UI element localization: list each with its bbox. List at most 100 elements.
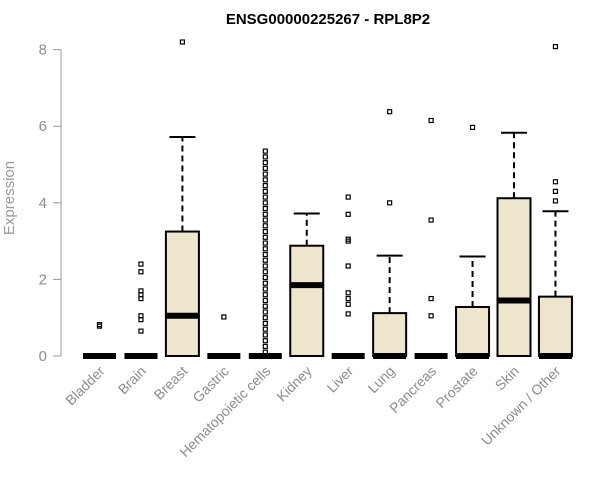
box-body <box>289 244 325 357</box>
outlier-point <box>262 188 268 194</box>
outlier-point <box>262 200 268 206</box>
outlier-point <box>138 313 144 319</box>
outlier-point <box>262 315 268 321</box>
outlier-point <box>262 297 268 304</box>
x-tick-label: Prostate <box>432 363 480 411</box>
outlier-point <box>387 200 393 206</box>
outlier-point <box>345 236 351 242</box>
box-body <box>164 230 200 357</box>
outlier-point <box>552 188 559 194</box>
outlier-point <box>262 148 268 154</box>
outlier-point <box>262 211 268 217</box>
outlier-point <box>345 194 351 200</box>
outlier-point <box>96 322 103 328</box>
box-breast <box>164 39 200 357</box>
x-tick-label: Lung <box>364 363 397 396</box>
outlier-point <box>262 240 268 246</box>
y-tick-label: 6 <box>39 118 47 135</box>
outlier-point <box>262 205 268 212</box>
outlier-point <box>262 332 268 338</box>
outlier-point <box>262 303 268 309</box>
y-tick-label: 4 <box>39 195 47 212</box>
outlier-point <box>221 314 227 320</box>
x-tick-label: Skin <box>492 363 523 394</box>
outlier-point <box>262 280 268 286</box>
outlier-point <box>262 263 268 269</box>
outlier-point <box>552 179 559 185</box>
x-tick-label: Breast <box>151 363 191 403</box>
y-tick-label: 0 <box>39 348 47 365</box>
outlier-point <box>138 261 144 267</box>
outlier-point <box>345 263 351 269</box>
outlier-point <box>262 349 268 355</box>
outlier-point <box>262 182 268 189</box>
outlier-point <box>262 326 268 332</box>
chart-title: ENSG00000225267 - RPL8P2 <box>226 11 430 28</box>
box-prostate <box>455 124 491 359</box>
x-tick-label: Bladder <box>62 363 108 409</box>
x-tick-label: Brain <box>115 363 149 397</box>
outlier-point <box>552 43 559 50</box>
outlier-point <box>428 313 434 319</box>
outlier-point <box>262 160 268 166</box>
outlier-point <box>138 269 144 275</box>
box-unknown-other <box>537 43 573 359</box>
outlier-point <box>262 165 268 171</box>
outlier-point <box>138 288 144 294</box>
outlier-point <box>345 311 351 317</box>
outlier-point <box>262 269 268 275</box>
box-body <box>537 295 573 357</box>
box-body <box>496 197 532 357</box>
outlier-point <box>262 292 268 298</box>
outlier-point <box>262 234 268 240</box>
x-tick-label: Kidney <box>273 363 315 405</box>
box-liver <box>331 194 365 359</box>
outlier-point <box>345 301 351 307</box>
outlier-point <box>345 295 351 302</box>
box-bladder <box>83 322 116 359</box>
outlier-point <box>345 211 351 217</box>
outlier-point <box>262 309 268 315</box>
outlier-point <box>138 328 144 334</box>
outlier-point <box>262 154 268 160</box>
y-axis: 0 2 4 6 8 <box>39 42 62 365</box>
outlier-point <box>262 251 268 258</box>
outlier-point <box>262 246 268 252</box>
box-series <box>83 39 573 359</box>
outlier-point <box>262 257 268 263</box>
x-tick-label: Liver <box>324 363 357 396</box>
outlier-point <box>469 124 476 130</box>
box-kidney <box>289 212 325 357</box>
box-body <box>372 312 408 357</box>
box-hematopoietic-cells <box>248 148 282 359</box>
x-tick-label: Unknown / Other <box>478 363 564 449</box>
outlier-point <box>345 290 351 296</box>
box-brain <box>124 261 158 359</box>
outlier-point <box>428 217 434 223</box>
outlier-point <box>262 223 268 229</box>
box-lung <box>372 109 408 359</box>
outlier-point <box>262 274 268 281</box>
box-pancreas <box>414 117 448 359</box>
outlier-point <box>387 109 393 115</box>
outlier-point <box>262 171 268 177</box>
box-body <box>455 305 491 357</box>
box-gastric <box>207 314 241 359</box>
outlier-point <box>552 198 559 204</box>
outlier-point <box>262 177 268 183</box>
outlier-point <box>428 295 434 302</box>
outlier-point <box>179 39 185 45</box>
y-tick-label: 8 <box>39 42 47 59</box>
outlier-point <box>262 228 268 235</box>
outlier-point <box>262 194 268 200</box>
box-skin <box>496 131 532 357</box>
outlier-point <box>262 338 268 344</box>
outlier-point <box>262 217 268 223</box>
outlier-point <box>262 320 268 327</box>
y-axis-label: Expression <box>1 161 18 235</box>
outlier-point <box>262 286 268 292</box>
outlier-point <box>428 117 434 124</box>
